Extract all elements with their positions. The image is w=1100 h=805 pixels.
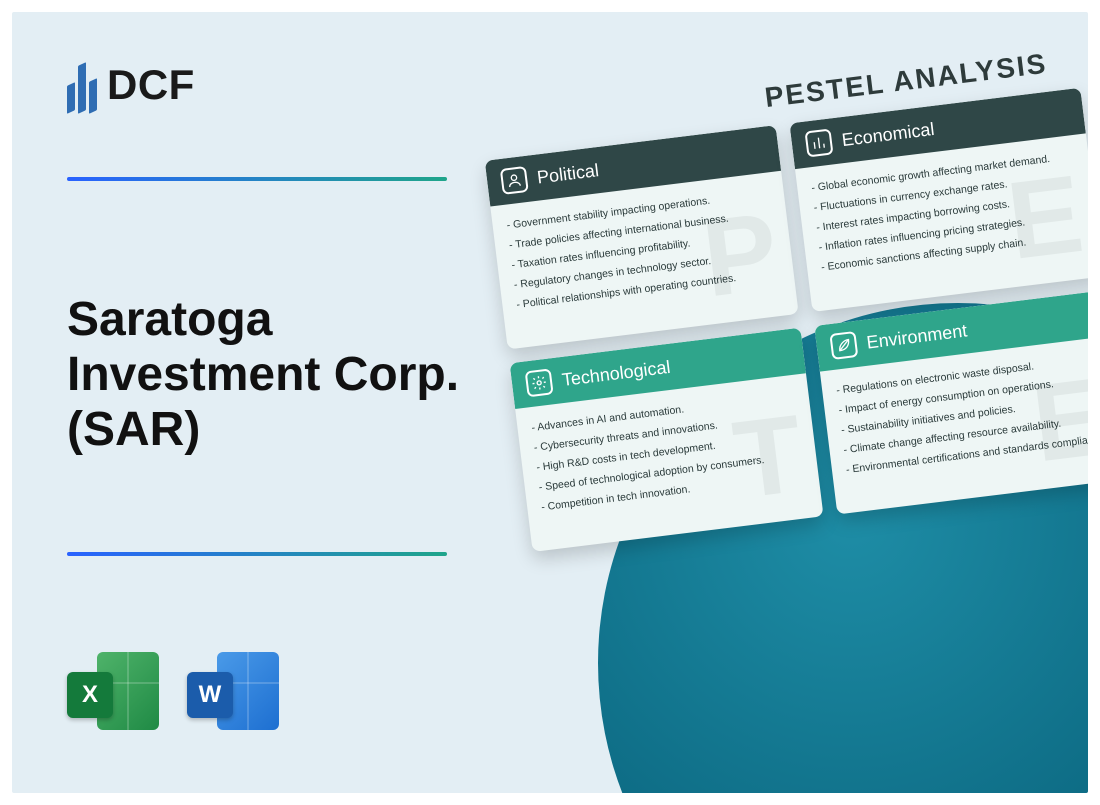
pestel-card-political: PoliticalPGovernment stability impacting… xyxy=(485,125,799,349)
person-icon xyxy=(500,166,529,195)
card-title: Political xyxy=(536,160,600,188)
card-title: Environment xyxy=(865,320,968,353)
card-title: Technological xyxy=(561,356,672,390)
logo-bars-icon xyxy=(67,57,97,112)
card-items: Global economic growth affecting market … xyxy=(810,147,1085,278)
pestel-grid: PoliticalPGovernment stability impacting… xyxy=(485,88,1088,552)
infographic-canvas: DCF Saratoga Investment Corp. (SAR) X W … xyxy=(12,12,1088,793)
leaf-icon xyxy=(829,331,858,360)
card-title: Economical xyxy=(841,118,936,150)
card-items: Regulations on electronic waste disposal… xyxy=(835,349,1088,480)
divider-bottom xyxy=(67,552,447,556)
card-items: Government stability impacting operation… xyxy=(506,184,781,315)
excel-file-icon: X xyxy=(67,646,159,738)
card-items: Advances in AI and automation.Cybersecur… xyxy=(531,387,806,518)
brand-name: DCF xyxy=(107,61,195,109)
pestel-analysis: PESTEL ANALYSIS PoliticalPGovernment sta… xyxy=(479,44,1088,552)
excel-badge: X xyxy=(67,672,113,718)
pestel-card-economical: EconomicalEGlobal economic growth affect… xyxy=(789,88,1088,312)
pestel-card-technological: TechnologicalTAdvances in AI and automat… xyxy=(510,328,824,552)
word-badge: W xyxy=(187,672,233,718)
pestel-card-environment: EnvironmentERegulations on electronic wa… xyxy=(814,290,1088,514)
page-title: Saratoga Investment Corp. (SAR) xyxy=(67,292,487,458)
bars-icon xyxy=(805,128,834,157)
brand-logo: DCF xyxy=(67,57,195,112)
word-file-icon: W xyxy=(187,646,279,738)
gear-icon xyxy=(525,368,554,397)
file-icons-row: X W xyxy=(67,646,279,738)
divider-top xyxy=(67,177,447,181)
